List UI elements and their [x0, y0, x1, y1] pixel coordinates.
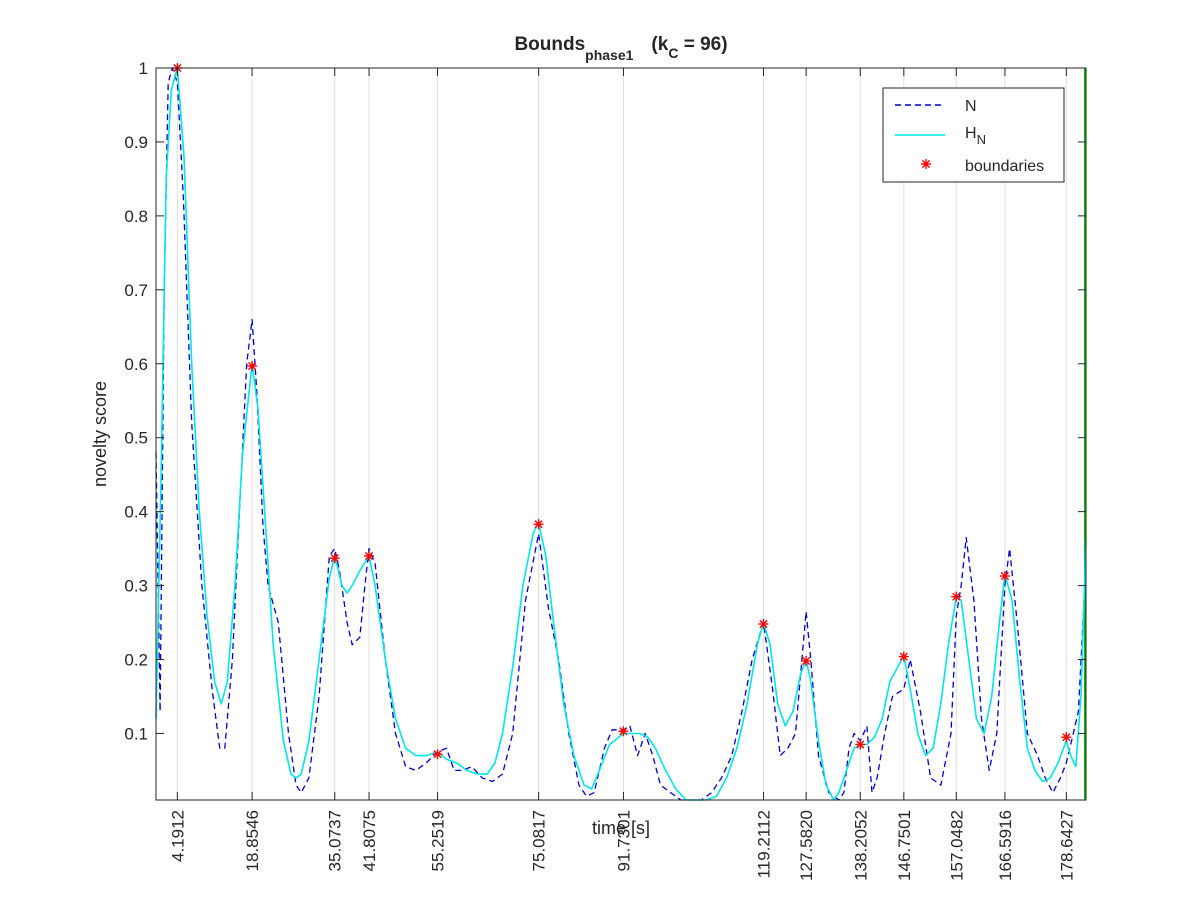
- boundary-marker: [329, 553, 340, 564]
- y-axis-label: novelty score: [90, 381, 110, 487]
- x-tick-label: 119.2112: [755, 810, 774, 878]
- legend-label-n: N: [965, 98, 977, 115]
- legend-marker-boundaries: [921, 159, 931, 169]
- boundary-marker: [1061, 732, 1072, 743]
- grid-layer: [176, 68, 1086, 800]
- boundary-marker: [999, 571, 1010, 581]
- plot-area: 0.1 0.2 0.3 0.4 0.5 0.6 0.7 0.8 0.9 1 4.1912 18.854…: [124, 59, 1087, 881]
- legend-label-hn-sub: N: [977, 132, 986, 147]
- x-tick-label: 35.0737: [326, 810, 345, 871]
- x-tick-label: 157.0482: [947, 810, 966, 881]
- title-subscript: phase1: [585, 47, 633, 63]
- legend-label-hn-main: H: [965, 125, 977, 142]
- x-tick-label: 127.5820: [797, 810, 816, 881]
- y-tick-label: 0.8: [124, 207, 148, 226]
- y-tick-label: 0.6: [124, 355, 148, 374]
- x-tick-label: 41.8075: [360, 810, 379, 871]
- legend-label-boundaries: boundaries: [965, 158, 1044, 175]
- x-tick-label: 178.6427: [1057, 810, 1076, 881]
- title-params-subscript: C: [668, 45, 678, 61]
- x-axis-label: time [s]: [592, 818, 650, 838]
- x-tick-label: 138.2052: [851, 810, 870, 881]
- x-tick-label: 18.8546: [243, 810, 262, 871]
- boundary-marker: [951, 591, 962, 602]
- x-tick-label: 166.5916: [996, 810, 1015, 881]
- y-tick-label: 0.2: [124, 651, 148, 670]
- x-tick-label: 55.2519: [429, 810, 448, 871]
- legend: N HN boundaries: [882, 87, 1065, 183]
- title-params-prefix: (k: [651, 34, 668, 55]
- tick-layer: 0.1 0.2 0.3 0.4 0.5 0.6 0.7 0.8 0.9 1 4.1912 18.854…: [124, 59, 1086, 881]
- y-tick-label: 0.7: [124, 281, 148, 300]
- boundary-marker: [533, 519, 544, 530]
- y-tick-label: 0.4: [124, 503, 148, 522]
- title-params-suffix: = 96): [678, 34, 727, 55]
- boundary-marker: [618, 726, 629, 737]
- x-tick-label: 4.1912: [168, 810, 187, 862]
- boundary-marker: [247, 361, 258, 371]
- series-layer: [155, 67, 1087, 801]
- boundary-marker: [801, 656, 812, 666]
- y-tick-label: 0.5: [124, 429, 148, 448]
- boundary-marker: [432, 749, 443, 760]
- y-tick-label: 0.9: [124, 133, 148, 152]
- y-tick-label: 1: [139, 59, 148, 78]
- boundary-marker: [855, 739, 866, 750]
- x-tick-label: 75.0817: [530, 810, 549, 871]
- boundary-marker: [758, 619, 769, 629]
- title-main: Bounds: [514, 34, 585, 55]
- series-line-hn: [155, 67, 1087, 801]
- boundary-marker: [898, 651, 909, 662]
- plot-background: [156, 68, 1086, 800]
- boundary-markers: [172, 63, 1072, 760]
- y-tick-label: 0.3: [124, 577, 148, 596]
- legend-label-hn: HN: [965, 125, 986, 147]
- x-tick-label: 146.7501: [895, 810, 914, 881]
- y-tick-label: 0.1: [124, 724, 148, 743]
- plot-frame: [155, 67, 1087, 801]
- chart-title: Boundsphase1 (kC = 96): [514, 34, 727, 63]
- series-line-n: [155, 67, 1087, 801]
- x-tick-label: 91.7301: [614, 810, 633, 871]
- boundary-marker: [364, 551, 374, 561]
